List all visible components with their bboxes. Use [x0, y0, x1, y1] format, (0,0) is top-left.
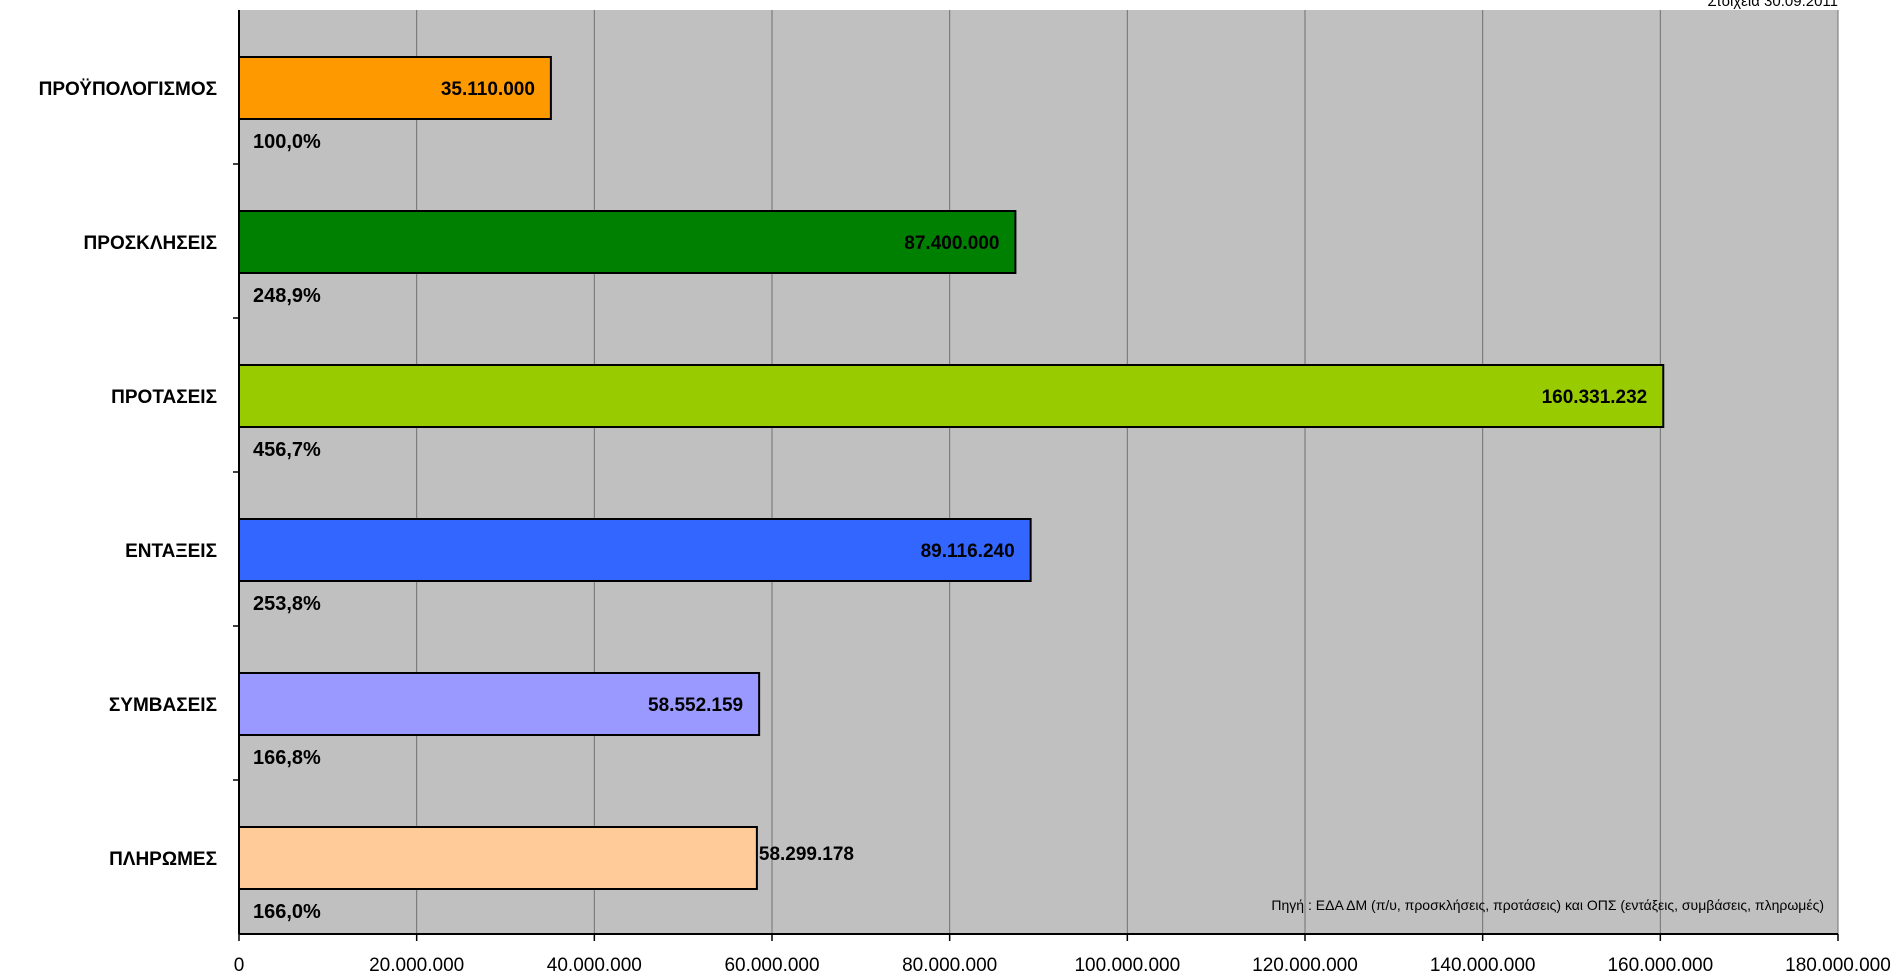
x-tick-label: 80.000.000 — [902, 955, 997, 976]
gridlines — [416, 10, 1839, 934]
plot-area — [239, 10, 1838, 934]
value-label: 89.116.240 — [921, 541, 1015, 562]
percent-label: 456,7% — [253, 439, 321, 461]
bar — [238, 826, 758, 890]
percent-label: 253,8% — [253, 593, 321, 615]
x-tick-label: 20.000.000 — [369, 955, 464, 976]
bar — [238, 518, 1032, 582]
category-label: ΠΛΗΡΩΜΕΣ — [109, 849, 217, 870]
x-tick-label: 0 — [234, 955, 245, 976]
bar — [238, 210, 1017, 274]
plot-background — [239, 10, 1838, 934]
source-note: Πηγή : ΕΔΑ ΔΜ (π/υ, προσκλήσεις, προτάσε… — [1271, 897, 1824, 913]
labels: ΠΡΟΫΠΟΛΟΓΙΣΜΟΣ 35.110.000 100,0% ΠΡΟΣΚΛΗΣΕΙ… — [39, 79, 1648, 923]
bar — [238, 56, 552, 120]
value-label: 58.299.178 — [759, 844, 854, 865]
category-label: ΕΝΤΑΞΕΙΣ — [125, 541, 217, 562]
x-tick-label: 180.000.000 — [1785, 955, 1891, 976]
x-tick-label: 40.000.000 — [547, 955, 642, 976]
bars — [238, 56, 1665, 890]
x-tick-label: 160.000.000 — [1607, 955, 1713, 976]
value-label: 160.331.232 — [1542, 387, 1648, 408]
percent-label: 100,0% — [253, 131, 321, 153]
bar — [238, 364, 1665, 428]
category-label: ΠΡΟΤΑΣΕΙΣ — [111, 387, 217, 408]
percent-label: 248,9% — [253, 285, 321, 307]
category-label: ΠΡΟΫΠΟΛΟΓΙΣΜΟΣ — [39, 79, 217, 100]
category-label: ΣΥΜΒΑΣΕΙΣ — [109, 695, 217, 716]
x-tick-label: 120.000.000 — [1252, 955, 1358, 976]
value-label: 58.552.159 — [648, 695, 743, 716]
category-label: ΠΡΟΣΚΛΗΣΕΙΣ — [84, 233, 217, 254]
percent-label: 166,0% — [253, 901, 321, 923]
top-note: Στοιχεία 30.09.2011 — [1707, 0, 1838, 10]
x-tick-label: 100.000.000 — [1074, 955, 1180, 976]
x-tick-label: 60.000.000 — [724, 955, 819, 976]
bar — [238, 672, 761, 736]
percent-label: 166,8% — [253, 747, 321, 769]
value-label: 87.400.000 — [904, 233, 999, 254]
x-tick-label: 140.000.000 — [1430, 955, 1536, 976]
axes: 0 20.000.000 40.000.000 60.000.000 80.000.00… — [233, 10, 1891, 976]
value-label: 35.110.000 — [441, 79, 535, 100]
